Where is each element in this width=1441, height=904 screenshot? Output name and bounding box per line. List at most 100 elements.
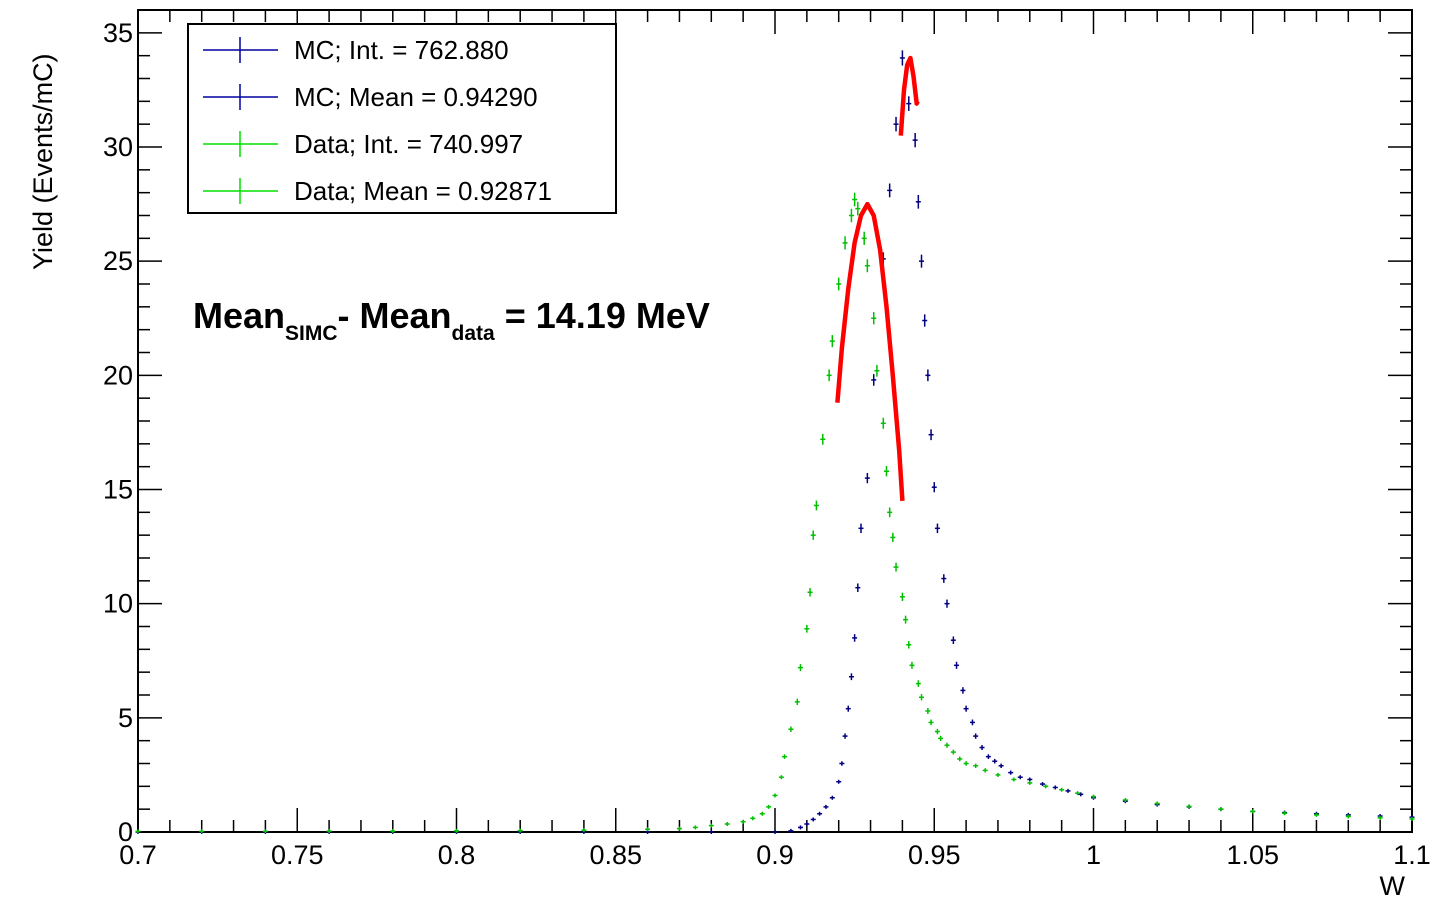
- data-point: [973, 733, 979, 739]
- data-point: [922, 314, 928, 327]
- x-tick-label: 0.95: [908, 840, 961, 870]
- data-point: [957, 756, 963, 762]
- data-point: [1409, 816, 1415, 821]
- x-tick-label: 0.7: [119, 840, 157, 870]
- y-tick-label: 35: [103, 18, 133, 48]
- data-point: [708, 823, 714, 828]
- data-point: [963, 761, 969, 766]
- data-point: [1186, 804, 1192, 809]
- data-point: [778, 775, 784, 780]
- data-point: [871, 374, 877, 386]
- x-axis-title: W: [1380, 871, 1406, 901]
- data-point: [1282, 811, 1288, 816]
- data-point: [883, 466, 889, 477]
- x-tick-label: 0.9: [756, 840, 794, 870]
- data-point: [820, 433, 826, 445]
- data-point: [973, 763, 979, 768]
- data-point: [708, 830, 714, 834]
- y-axis-title: Yield (Events/mC): [28, 53, 58, 270]
- data-point: [1008, 770, 1014, 775]
- data-point: [1052, 785, 1058, 790]
- data-point: [1377, 815, 1383, 820]
- data-point: [788, 726, 794, 733]
- y-tick-label: 5: [118, 703, 133, 733]
- data-point: [1250, 809, 1256, 814]
- data-point: [950, 636, 956, 644]
- fit-layer: [835, 55, 920, 502]
- data-point: [390, 829, 396, 834]
- data-point: [581, 828, 587, 833]
- data-point: [906, 641, 912, 649]
- data-point: [855, 201, 861, 216]
- legend-box: [187, 23, 617, 214]
- x-tick-label: 1: [1086, 840, 1101, 870]
- data-point: [852, 634, 858, 642]
- data-point: [810, 817, 816, 822]
- data-point: [887, 507, 893, 518]
- data-point: [750, 816, 756, 821]
- data-point: [797, 664, 803, 672]
- data-point: [858, 523, 864, 534]
- data-point: [645, 827, 651, 832]
- series-data: [135, 192, 1415, 834]
- axis-tick-labels: 0.7 0.75 0.8 0.85 0.9 0.95 1 1.05 1.1 0 5 10 15 20 25 3…: [103, 18, 1431, 870]
- data-point: [893, 116, 899, 132]
- data-point: [135, 829, 141, 834]
- fit-curve: [835, 201, 905, 502]
- legend-label: Data; Mean = 0.92871: [294, 176, 552, 206]
- data-point: [1091, 794, 1096, 799]
- data-point: [969, 719, 975, 726]
- data-point: [788, 828, 794, 833]
- data-point: [960, 687, 966, 694]
- y-tick-label: 10: [103, 589, 133, 619]
- data-point: [925, 369, 931, 382]
- y-tick-label: 25: [103, 246, 133, 276]
- data-point: [934, 523, 940, 534]
- data-point: [880, 417, 886, 429]
- data-point: [992, 758, 998, 764]
- x-tick-label: 0.85: [589, 840, 642, 870]
- data-point: [1122, 798, 1128, 803]
- data-point: [826, 369, 832, 382]
- data-point: [950, 749, 956, 755]
- data-point: [887, 183, 893, 198]
- data-point: [839, 761, 845, 766]
- legend-label: MC; Int. = 762.880: [294, 35, 509, 65]
- y-tick-label: 30: [103, 132, 133, 162]
- y-tick-label: 0: [118, 817, 133, 847]
- y-tick-label: 20: [103, 360, 133, 390]
- data-point: [782, 754, 788, 760]
- data-point: [982, 768, 988, 773]
- legend-entry: Data; Int. = 740.997: [203, 129, 523, 159]
- data-point: [944, 599, 950, 608]
- data-point: [925, 707, 931, 714]
- legend-label: MC; Mean = 0.94290: [294, 82, 538, 112]
- x-tick-label: 1.05: [1226, 840, 1279, 870]
- data-point: [871, 312, 877, 325]
- mean-difference-annotation: MeanSIMC- Meandata = 14.19 MeV: [193, 295, 710, 345]
- data-point: [874, 364, 880, 377]
- legend-entry: MC; Mean = 0.94290: [203, 82, 538, 112]
- data-point: [262, 829, 268, 834]
- data-point: [899, 592, 905, 601]
- data-point: [995, 772, 1001, 777]
- data-point: [864, 472, 870, 484]
- data-point: [804, 822, 810, 827]
- data-point: [931, 482, 937, 493]
- data-point: [804, 624, 810, 633]
- data-point: [893, 562, 899, 572]
- data-point: [1218, 807, 1224, 812]
- data-point: [845, 705, 851, 712]
- data-point: [692, 825, 698, 830]
- x-tick-label: 0.8: [438, 840, 476, 870]
- data-point: [954, 661, 960, 669]
- data-point: [1154, 801, 1160, 806]
- data-point: [1345, 814, 1351, 819]
- data-point: [985, 754, 991, 760]
- data-point: [823, 804, 829, 809]
- data-point: [517, 828, 523, 833]
- data-point: [944, 742, 950, 748]
- data-point: [899, 50, 905, 66]
- data-point: [1078, 792, 1084, 797]
- data-point: [998, 763, 1004, 768]
